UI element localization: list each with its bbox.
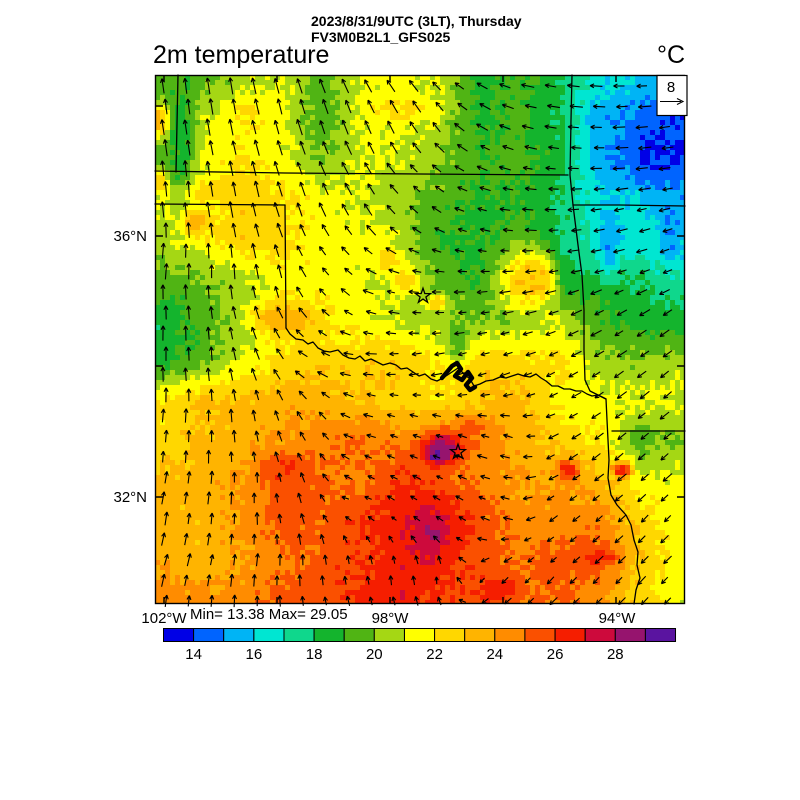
svg-text:8: 8: [667, 79, 675, 96]
svg-text:16: 16: [246, 646, 263, 663]
svg-text:2023/8/31/9UTC (3LT), Thursday: 2023/8/31/9UTC (3LT), Thursday: [311, 13, 522, 29]
svg-text:36°N: 36°N: [113, 228, 147, 245]
svg-text:98°W: 98°W: [372, 610, 410, 627]
svg-text:2m temperature: 2m temperature: [153, 41, 329, 69]
svg-text:22: 22: [426, 646, 443, 663]
svg-text:102°W: 102°W: [141, 610, 187, 627]
svg-text:14: 14: [185, 646, 202, 663]
svg-text:28: 28: [607, 646, 624, 663]
svg-text:FV3M0B2L1_GFS025: FV3M0B2L1_GFS025: [311, 29, 450, 45]
svg-text:18: 18: [306, 646, 323, 663]
svg-text:24: 24: [486, 646, 503, 663]
svg-text:°C: °C: [657, 41, 685, 69]
svg-text:32°N: 32°N: [113, 489, 147, 506]
svg-text:Min= 13.38 Max= 29.05: Min= 13.38 Max= 29.05: [190, 606, 348, 623]
svg-text:94°W: 94°W: [599, 610, 637, 627]
svg-text:26: 26: [547, 646, 564, 663]
svg-text:20: 20: [366, 646, 383, 663]
